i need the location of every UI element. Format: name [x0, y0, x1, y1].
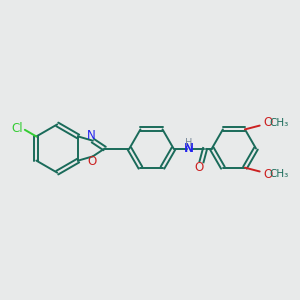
Text: H: H — [185, 138, 193, 148]
Text: CH₃: CH₃ — [269, 169, 288, 179]
Text: O: O — [263, 168, 272, 181]
Text: O: O — [263, 116, 272, 129]
Text: Cl: Cl — [11, 122, 23, 135]
Text: N: N — [184, 142, 194, 155]
Text: O: O — [194, 161, 203, 174]
Text: N: N — [87, 129, 96, 142]
Text: O: O — [87, 154, 96, 167]
Text: CH₃: CH₃ — [269, 118, 288, 128]
